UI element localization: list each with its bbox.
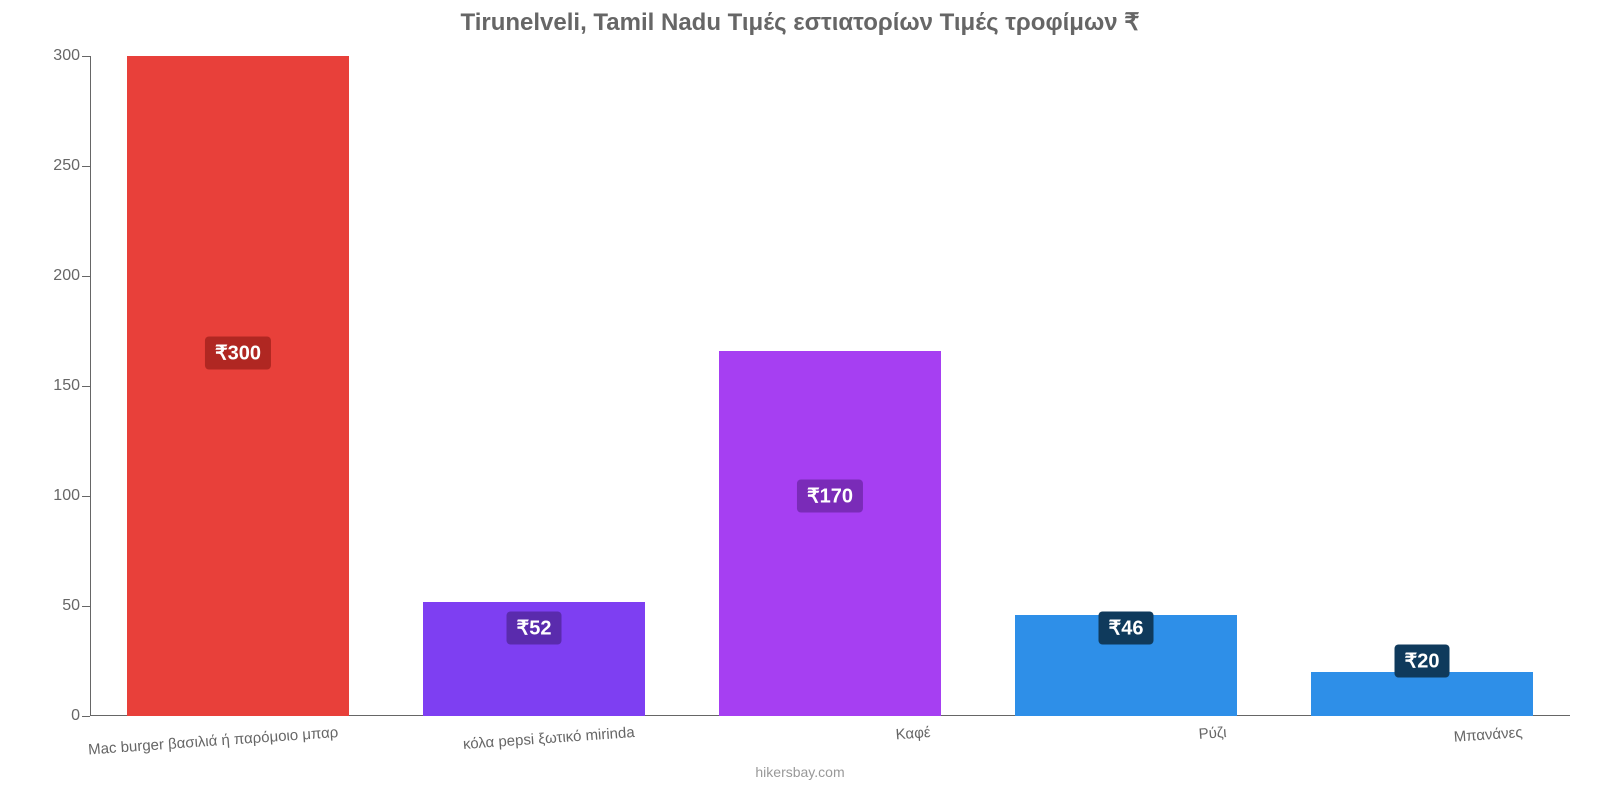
y-axis-tick-label: 50 <box>40 597 80 615</box>
y-axis-tick <box>82 716 90 717</box>
y-axis-tick <box>82 496 90 497</box>
value-badge: ₹52 <box>507 612 562 645</box>
value-badge: ₹20 <box>1395 645 1450 678</box>
bar <box>1311 672 1533 716</box>
y-axis-tick-label: 0 <box>40 707 80 725</box>
value-badge: ₹170 <box>797 480 863 513</box>
y-axis-tick-label: 300 <box>40 47 80 65</box>
x-axis-label: Μπανάνες <box>1453 724 1523 746</box>
x-axis-label: Mac burger βασιλιά ή παρόμοιο μπαρ <box>88 724 339 758</box>
value-badge: ₹300 <box>205 337 271 370</box>
y-axis-tick-label: 200 <box>40 267 80 285</box>
chart-container: Tirunelveli, Tamil Nadu Τιμές εστιατορίω… <box>0 0 1600 800</box>
y-axis-tick-label: 150 <box>40 377 80 395</box>
y-axis-tick <box>82 606 90 607</box>
attribution-text: hikersbay.com <box>0 764 1600 780</box>
y-axis-tick <box>82 276 90 277</box>
value-badge: ₹46 <box>1099 612 1154 645</box>
y-axis-tick-label: 100 <box>40 487 80 505</box>
bar <box>127 56 349 716</box>
x-axis-label: Καφέ <box>895 724 931 743</box>
x-axis-label: Ρύζι <box>1198 724 1227 743</box>
chart-title: Tirunelveli, Tamil Nadu Τιμές εστιατορίω… <box>0 8 1600 37</box>
bar <box>719 351 941 716</box>
y-axis-tick <box>82 56 90 57</box>
y-axis-tick-label: 250 <box>40 157 80 175</box>
bars-layer: ₹300 ₹52 ₹170 ₹46 ₹20 <box>90 56 1570 716</box>
x-axis-label: κόλα pepsi ξωτικό mirinda <box>462 724 635 753</box>
y-axis-tick <box>82 386 90 387</box>
plot-area: ₹300 ₹52 ₹170 ₹46 ₹20 <box>90 56 1570 716</box>
y-axis-tick <box>82 166 90 167</box>
